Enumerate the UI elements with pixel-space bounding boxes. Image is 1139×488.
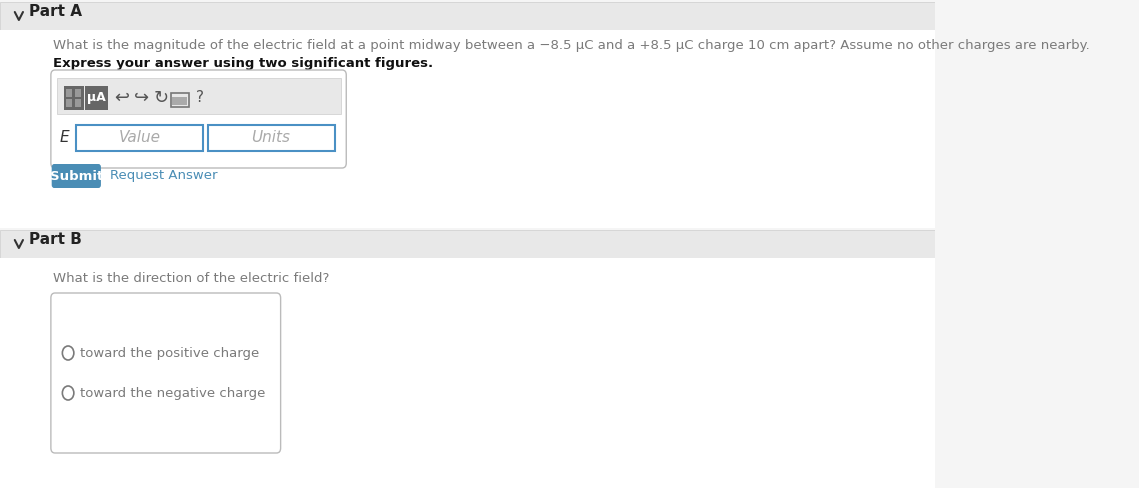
FancyBboxPatch shape [51, 70, 346, 168]
Bar [66, 89, 72, 97]
Text: Express your answer using two significant figures.: Express your answer using two significan… [54, 57, 434, 69]
Bar [64, 86, 83, 110]
Text: µA: µA [88, 92, 106, 104]
Text: E =: E = [60, 130, 88, 145]
Text: toward the positive charge: toward the positive charge [80, 346, 259, 360]
Bar [172, 97, 187, 105]
Bar [75, 89, 81, 97]
FancyBboxPatch shape [51, 293, 280, 453]
Text: Units: Units [252, 130, 290, 145]
Text: Value: Value [118, 130, 161, 145]
Bar [76, 125, 204, 151]
Bar [57, 78, 342, 114]
Bar [0, 230, 935, 258]
Text: What is the magnitude of the electric field at a point midway between a −8.5 μC : What is the magnitude of the electric fi… [54, 39, 1090, 52]
Bar [0, 258, 935, 488]
Bar [75, 99, 81, 107]
Text: Request Answer: Request Answer [110, 169, 218, 183]
Text: What is the direction of the electric field?: What is the direction of the electric fi… [54, 271, 329, 285]
Text: Part B: Part B [28, 231, 82, 246]
Text: ↩: ↩ [114, 89, 129, 107]
Bar [171, 93, 189, 107]
Bar [0, 30, 935, 228]
Text: ↪: ↪ [133, 89, 149, 107]
Text: toward the negative charge: toward the negative charge [80, 386, 265, 400]
Bar [66, 99, 72, 107]
Text: ↻: ↻ [154, 89, 169, 107]
Text: ?: ? [196, 90, 204, 105]
FancyBboxPatch shape [51, 164, 101, 188]
Text: Submit: Submit [50, 169, 103, 183]
Bar [0, 2, 935, 30]
Text: Part A: Part A [28, 3, 82, 19]
Bar [207, 125, 335, 151]
Bar [85, 86, 108, 110]
